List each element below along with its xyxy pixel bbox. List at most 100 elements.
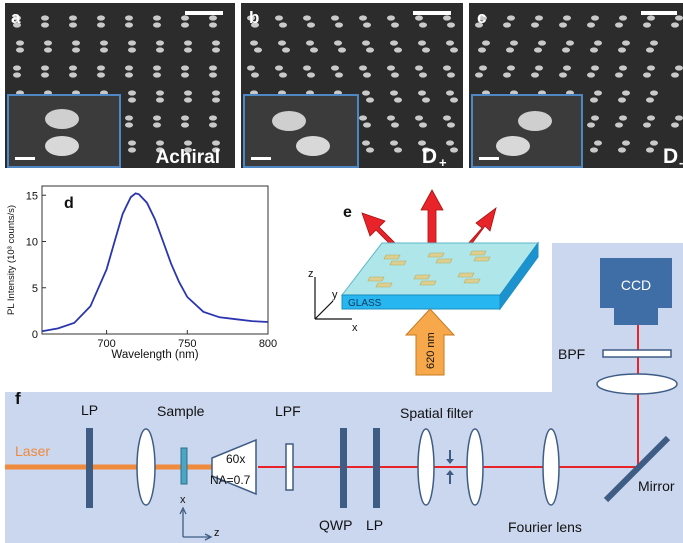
nanoparticle [125, 15, 133, 21]
nanoparticle [418, 90, 426, 96]
nanoparticle [618, 147, 626, 153]
pl-spectrum-series-line [41, 192, 269, 333]
nanoparticle [366, 47, 374, 53]
inset-scale-bar [251, 157, 271, 160]
nanoparticle [394, 47, 402, 53]
inset-zoom [471, 94, 583, 168]
nanoparticle [156, 90, 164, 96]
panel-tag: D [663, 145, 678, 168]
panel-tag-subscript: - [679, 155, 683, 168]
nanoparticle [391, 122, 399, 128]
nanoparticle [587, 122, 595, 128]
nanoparticle [390, 140, 398, 146]
nanoparticle [443, 65, 451, 71]
lp1-label: LP [81, 402, 98, 418]
nanoparticle [153, 22, 161, 28]
sem-panel-d-minus: c D - [469, 3, 683, 168]
nanoparticle [209, 15, 217, 21]
nanoparticle [650, 140, 658, 146]
nanoparticle [366, 147, 374, 153]
nanoparticle [128, 140, 136, 146]
nanoparticle [563, 15, 571, 21]
nanoparticle [212, 40, 220, 46]
nanoparticle [282, 47, 290, 53]
laser-label: Laser [15, 443, 50, 459]
nanoparticle [153, 72, 161, 78]
nanostructure-pattern [367, 250, 491, 288]
y-tick-label: 0 [32, 329, 38, 341]
nanoparticle [619, 115, 627, 121]
nanoparticle [671, 122, 679, 128]
nanoparticle [41, 22, 49, 28]
nanoparticle [331, 65, 339, 71]
nanoparticle [531, 22, 539, 28]
nanoparticle [591, 15, 599, 21]
nanoparticle [69, 15, 77, 21]
nanoparticle [156, 97, 164, 103]
nanoparticle-bottom [45, 136, 79, 156]
nanoparticle [507, 15, 515, 21]
nanoparticle [622, 40, 630, 46]
panel-label-a: a [11, 8, 21, 27]
nanoparticle [331, 15, 339, 21]
inset-zoom [243, 94, 359, 168]
nanoparticle [591, 115, 599, 121]
axis-z-label: z [308, 268, 314, 280]
nanoparticle [362, 90, 370, 96]
nanoparticle [209, 65, 217, 71]
band-pass-filter [602, 349, 672, 358]
nanoparticle [443, 15, 451, 21]
nanoparticle [156, 147, 164, 153]
objective-magnification: 60x [226, 452, 245, 466]
nanoparticle [97, 65, 105, 71]
nanoparticle [303, 15, 311, 21]
nanoparticle [675, 115, 683, 121]
nanoparticle [97, 72, 105, 78]
nanoparticle [209, 115, 217, 121]
mirror [603, 435, 671, 503]
nanoparticle [675, 65, 683, 71]
nanoparticle-top [272, 111, 306, 131]
x-tick-label: 750 [178, 338, 196, 350]
nanoparticle [475, 72, 483, 78]
nanoparticle [153, 65, 161, 71]
nanoparticle [391, 22, 399, 28]
nanoparticle [503, 72, 511, 78]
nanoparticle [363, 122, 371, 128]
axis-y-label: y [332, 289, 338, 301]
nanoparticle [181, 115, 189, 121]
ccd-mount [614, 308, 658, 325]
nanoparticle [251, 22, 259, 28]
nanoparticle [591, 65, 599, 71]
nanoparticle [507, 65, 515, 71]
nanoparticle [418, 140, 426, 146]
nanoparticle [72, 40, 80, 46]
nanoparticle [647, 65, 655, 71]
long-pass-filter [285, 443, 294, 491]
nanoparticle [41, 65, 49, 71]
nanoparticle [69, 22, 77, 28]
sample-axis-x-label: x [180, 494, 186, 506]
nanoparticle [647, 15, 655, 21]
nanoparticle [363, 22, 371, 28]
nanoparticle [13, 15, 21, 21]
nanoparticle [212, 90, 220, 96]
nanoparticle [387, 65, 395, 71]
nanoparticle [503, 22, 511, 28]
nanoparticle [247, 15, 255, 21]
nanoparticle [531, 72, 539, 78]
nanoparticle [419, 22, 427, 28]
nanoparticle [69, 65, 77, 71]
scale-bar [185, 11, 223, 15]
nanoparticle [566, 40, 574, 46]
substrate-side [499, 241, 539, 311]
nanoparticle [184, 40, 192, 46]
nanoparticle [650, 40, 658, 46]
excitation-wavelength: 620 nm [425, 332, 437, 369]
pinhole-arrow-up-icon [446, 470, 454, 475]
nanoparticle-top [518, 111, 552, 131]
nanoparticle [359, 115, 367, 121]
nanoparticle [254, 47, 262, 53]
nanoparticle [209, 122, 217, 128]
